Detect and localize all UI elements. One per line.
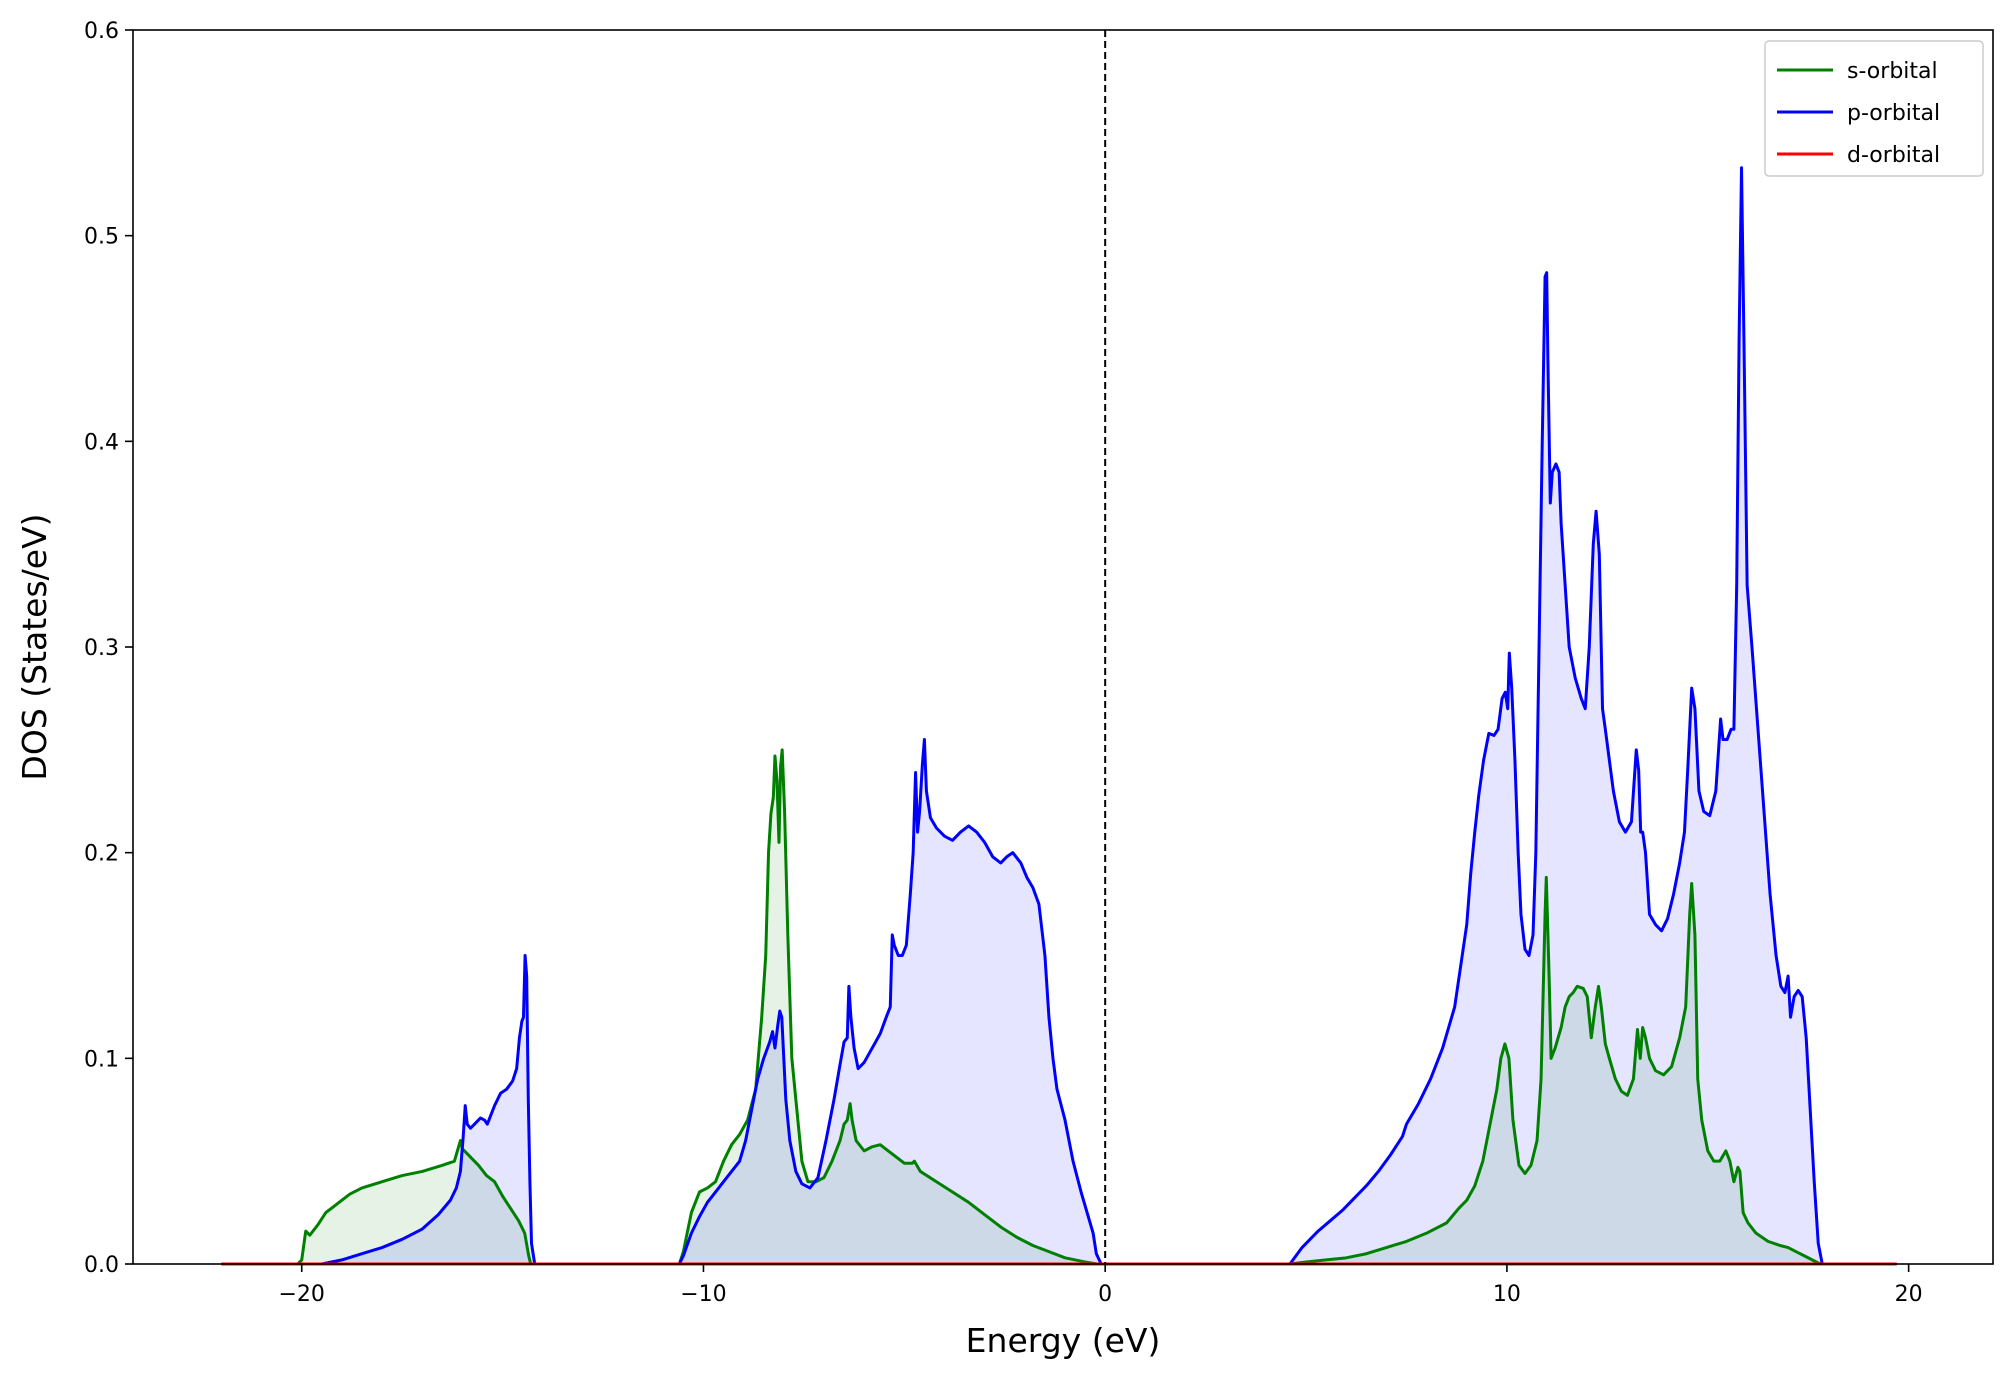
- y-tick-label: 0.4: [84, 430, 119, 455]
- legend-label-p-orbital: p-orbital: [1847, 101, 1940, 126]
- series-line-p-orbital: [221, 166, 1897, 1266]
- x-axis-ticks: −20 −10 0 10 20: [279, 1264, 1923, 1307]
- y-tick-label: 0.3: [84, 636, 119, 661]
- legend: s-orbital p-orbital d-orbital: [1764, 40, 1984, 177]
- legend-box: [1764, 40, 1984, 177]
- y-tick-label: 0.0: [84, 1253, 119, 1278]
- y-axis-ticks: 0.0 0.1 0.2 0.3 0.4 0.5 0.6: [84, 19, 133, 1278]
- x-tick-label: −10: [680, 1282, 726, 1307]
- legend-label-s-orbital: s-orbital: [1847, 59, 1938, 84]
- x-tick-label: −20: [279, 1282, 325, 1307]
- y-tick-label: 0.1: [84, 1047, 119, 1072]
- series-fill-p-orbital: [221, 167, 1897, 1264]
- series-fill-s-orbital: [221, 749, 1897, 1264]
- x-tick-label: 10: [1493, 1282, 1521, 1307]
- x-axis-title: Energy (eV): [966, 1321, 1161, 1360]
- y-axis-title: DOS (States/eV): [15, 513, 54, 780]
- x-tick-label: 0: [1098, 1282, 1112, 1307]
- x-tick-label: 20: [1895, 1282, 1923, 1307]
- legend-label-d-orbital: d-orbital: [1847, 143, 1940, 168]
- y-tick-label: 0.2: [84, 842, 119, 867]
- y-tick-label: 0.5: [84, 225, 119, 250]
- y-tick-label: 0.6: [84, 19, 119, 44]
- series-fills: [221, 167, 1897, 1264]
